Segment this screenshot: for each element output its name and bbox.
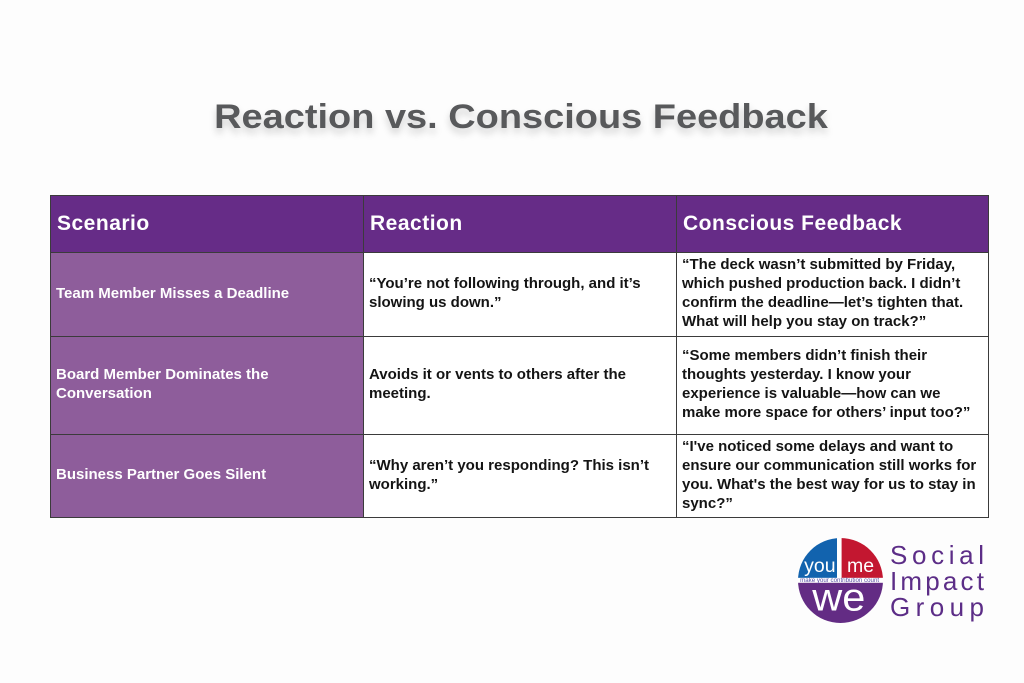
svg-text:you: you [805, 555, 836, 577]
svg-text:me: me [847, 555, 874, 577]
svg-text:we: we [812, 577, 866, 620]
svg-text:make your contribution count: make your contribution count [800, 578, 879, 584]
